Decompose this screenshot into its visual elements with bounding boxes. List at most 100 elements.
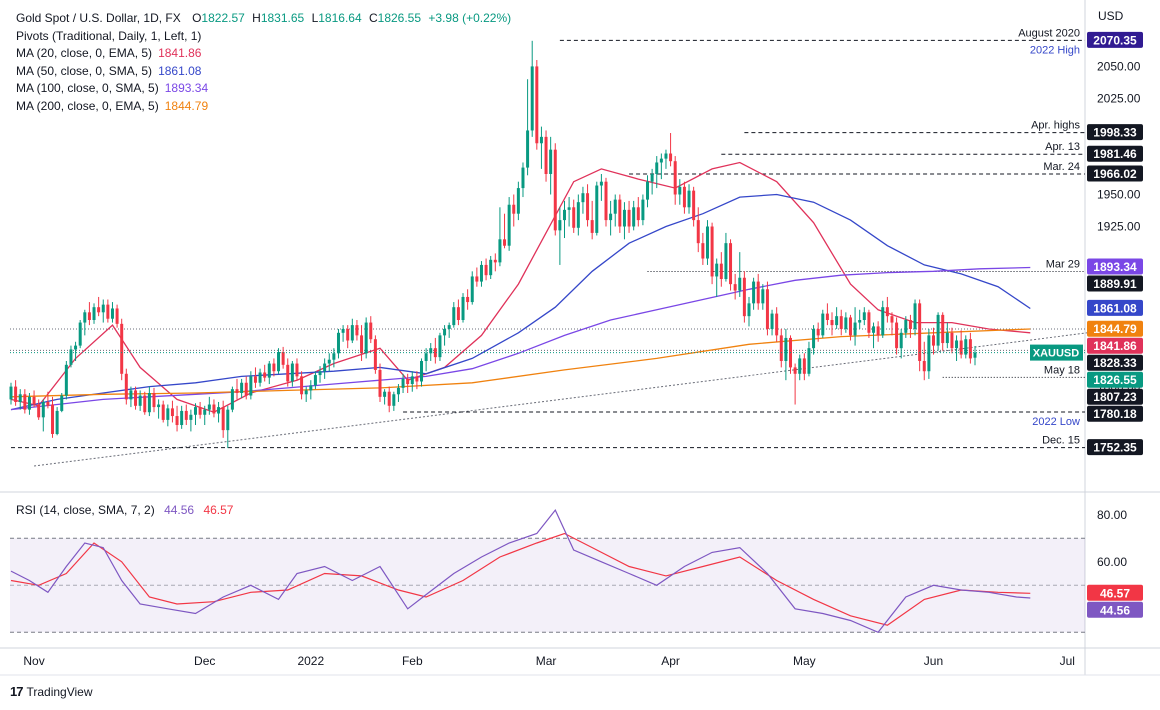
ohlc-open-value: 1822.57 [201, 11, 245, 25]
candle [636, 197, 640, 227]
candle-body [816, 328, 820, 336]
candle [64, 360, 68, 400]
candle [281, 346, 285, 369]
candle [230, 386, 234, 413]
candle [530, 40, 534, 137]
candle-body [175, 416, 179, 426]
candle-body [332, 353, 336, 360]
candle-body [530, 66, 534, 131]
candle [221, 400, 225, 438]
candle-body [516, 188, 520, 214]
candle-body [147, 393, 151, 413]
legend-ma100[interactable]: MA (100, close, 0, SMA, 5) 1893.34 [16, 80, 511, 98]
candle-body [420, 360, 424, 382]
candle [572, 199, 576, 233]
ohlc-open-label: O [192, 11, 202, 25]
candle [323, 358, 327, 379]
candle [549, 136, 553, 195]
candle [692, 186, 696, 227]
candle [175, 405, 179, 432]
candle [143, 391, 147, 415]
rsi-legend[interactable]: RSI (14, close, SMA, 7, 2) 44.56 46.57 [16, 503, 239, 517]
candle-body [908, 320, 912, 329]
legend-pivots[interactable]: Pivots (Traditional, Daily, 1, Left, 1) [16, 28, 511, 46]
legend-ma50[interactable]: MA (50, close, 0, SMA, 5) 1861.08 [16, 63, 511, 81]
candle [885, 296, 889, 323]
candle [443, 325, 447, 346]
price-axis-label-bg [1087, 371, 1143, 388]
legend-ma200-value: 1844.79 [164, 98, 209, 113]
candle [364, 317, 368, 359]
candle [207, 396, 211, 415]
candle [415, 371, 419, 390]
candle [770, 309, 774, 336]
rsi-legend-sma-value: 46.57 [203, 503, 234, 517]
candle [124, 368, 128, 405]
candle [724, 232, 728, 282]
candle [60, 393, 64, 413]
candle-body [669, 153, 673, 162]
rsi-sma-axis-label: 46.57 [1100, 586, 1130, 600]
candle [180, 405, 184, 429]
candle [461, 293, 465, 323]
candle-body [959, 340, 963, 355]
candle [203, 405, 207, 426]
candle-body [221, 407, 225, 431]
candle [752, 277, 756, 310]
candle [775, 307, 779, 342]
candle-body [572, 207, 576, 228]
candle [253, 367, 257, 388]
candle-body [825, 313, 829, 320]
rsi-sma-line [10, 532, 1031, 626]
candle [166, 404, 170, 427]
candle-body [415, 376, 419, 382]
candle-body [152, 393, 156, 408]
candle [798, 354, 802, 381]
price-axis-tick: 1925.00 [1097, 220, 1141, 234]
candle-body [244, 382, 248, 396]
level-label: Apr. highs [1031, 120, 1080, 132]
candle [429, 343, 433, 361]
candle-body [115, 308, 119, 324]
candle [23, 389, 27, 414]
candle [719, 252, 723, 287]
candle-body [336, 332, 340, 354]
candle [226, 405, 230, 449]
candle [964, 335, 968, 359]
legend-ma20[interactable]: MA (20, close, 0, EMA, 5) 1841.86 [16, 45, 511, 63]
candle [968, 332, 972, 364]
candle [87, 302, 91, 326]
time-axis-tick: Feb [402, 654, 423, 668]
tradingview-brand: TradingView [26, 684, 93, 699]
candle-body [931, 335, 935, 346]
candle-body [904, 320, 908, 333]
candle-body [581, 193, 585, 203]
legend-ma200[interactable]: MA (200, close, 0, EMA, 5) 1844.79 [16, 98, 511, 116]
rsi-band [10, 538, 1085, 633]
candle-body [941, 314, 945, 344]
candle-body [973, 352, 977, 358]
candle [821, 309, 825, 338]
candle [872, 322, 876, 349]
price-axis-label: 1780.18 [1093, 407, 1137, 421]
tradingview-logo[interactable]: 17 TradingView [10, 684, 93, 699]
candle [618, 194, 622, 233]
candle [355, 320, 359, 341]
candle-body [498, 239, 502, 263]
candle [212, 399, 216, 418]
candle [646, 175, 650, 208]
price-axis-label-bg [1087, 320, 1143, 337]
candle-body [775, 313, 779, 336]
candle-body [918, 303, 922, 361]
candle [899, 328, 903, 359]
candle-body [120, 323, 124, 374]
candle-body [632, 207, 636, 227]
price-axis-label-bg [1087, 145, 1143, 162]
candle-body [383, 391, 387, 397]
candle [378, 363, 382, 402]
candle [336, 328, 340, 359]
candle [895, 317, 899, 355]
candle [641, 194, 645, 226]
candle-body [281, 352, 285, 365]
